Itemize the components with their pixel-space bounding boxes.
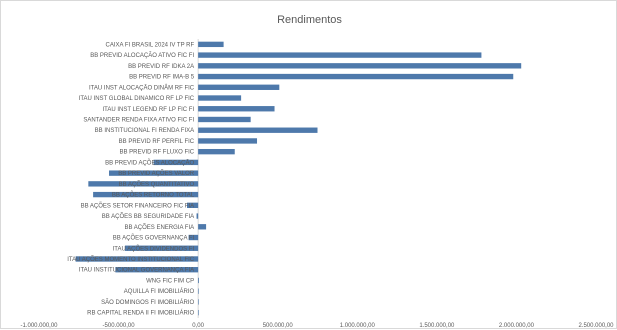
chart-title: Rendimentos [277,14,342,26]
x-tick-labels-group: -1.000.000,00 -500.000,00 0,00 500.000,00 1.… [20,323,614,329]
category-label: BB PREVID AÇÕES ALOCAÇÃO [105,159,194,166]
category-label: BB AÇÕES ENERGIA FIA [124,224,194,231]
bar-9 [198,138,258,144]
x-tick-label: -500.000,00 [103,323,136,329]
bar-19 [124,245,199,251]
category-label: ITAU INST ALOCAÇÃO DINÂM RF FIC [89,84,195,91]
bar-7 [198,116,251,123]
bars-group [75,41,522,316]
x-tick-label: -1.000.000,00 [20,323,58,329]
x-tick-label: 2.500.000,00 [578,323,614,329]
bar-25 [198,309,199,316]
bar-20 [75,256,199,262]
x-tick-label: 0,00 [192,323,204,329]
category-label: BB AÇÕES GOVERNANÇA FI [113,235,195,242]
bar-5 [198,95,242,101]
bar-22 [198,277,199,284]
category-label: BB PREVID RF IDKA 2A [128,64,194,70]
category-label: AQUILLA FI IMOBILIÁRIO [124,288,195,295]
bar-0 [198,41,224,48]
category-label: BB PREVID ALOCAÇÃO ATIVO FIC FI [90,52,194,59]
category-label: BB AÇÕES RETORNO TOTAL [112,192,195,199]
bar-6 [198,106,275,112]
bar-4 [198,84,280,90]
bar-17 [198,224,207,230]
category-label: ITAU INST LEGEND RF LP FIC FI [102,107,194,113]
bar-12 [109,170,199,176]
category-label: BB PREVID AÇÕES VALOR [118,170,195,177]
category-label: SÃO DOMINGOS FI IMOBILIÁRIO [101,299,194,306]
bar-1 [198,52,482,58]
category-label: RB CAPITAL RENDA II FI IMOBILIÁRIO [87,310,194,317]
bar-14 [93,191,199,198]
bar-8 [198,127,318,133]
x-tick-label: 1.500.000,00 [419,323,455,329]
x-tick-label: 1.000.000,00 [340,323,376,329]
category-label: ITAU INST GLOBAL DINAMICO RF LP FIC [79,96,195,102]
category-labels-group: CAIXA FI BRASIL 2024 IV TP RF BB PREVID A… [67,42,195,316]
category-label: ITAU AÇÕES MOMENTO INSTITUCIONAL FIC [67,256,195,263]
category-label: BB AÇÕES SETOR FINANCEIRO FIC FIA [81,202,195,209]
category-label: SANTANDER RENDA FIXA ATIVO FIC FI [83,117,194,123]
bar-23 [198,288,199,294]
category-label: BB PREVID RF PERFIL FIC [119,139,195,145]
bar-15 [187,202,199,209]
category-label: BB AÇÕES QUANTITATIVO [119,181,195,188]
x-tick-label: 500.000,00 [263,323,294,329]
bar-2 [198,63,522,69]
bar-24 [198,299,199,305]
category-label: WNG FIC FIM CP [146,278,194,284]
bar-13 [88,181,199,187]
category-label: CAIXA FI BRASIL 2024 IV TP RF [106,42,195,48]
category-label: ITAU INSTITUCIONAL GOVERNANÇA FIA [79,268,194,274]
category-label: BB INSTITUCIONAL FI RENDA FIXA [95,128,194,134]
category-label: ITAU AÇÕES DIVIDENDOS FI [113,245,195,252]
category-label: BB AÇÕES BB SEGURIDADE FIA [102,213,194,220]
bar-21 [115,267,199,273]
bar-3 [198,73,514,80]
bar-11 [153,159,199,166]
bar-16 [196,213,199,219]
bar-10 [198,148,235,155]
category-label: BB PREVID RF FLUXO FIC [119,150,194,156]
x-tick-label: 2.000.000,00 [499,323,535,329]
category-label: BB PREVID RF IMA-B 5 [129,75,195,81]
bar-18 [188,234,199,241]
